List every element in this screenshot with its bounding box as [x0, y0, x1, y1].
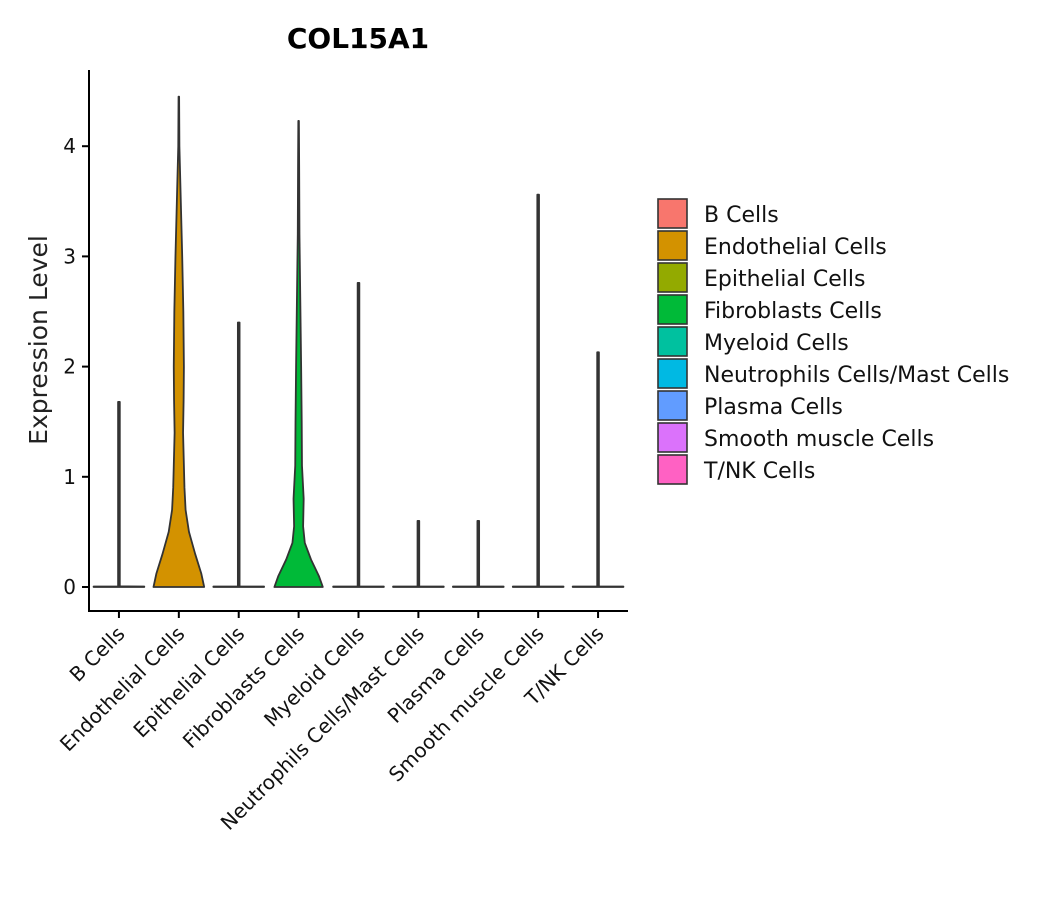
- legend-key-neutrophils-cells-mast-cells: [657, 358, 688, 389]
- y-tick-label-1: 1: [63, 465, 76, 489]
- violin-neutrophils-cells-mast-cells: [392, 519, 445, 588]
- chart-title: COL15A1: [287, 22, 429, 55]
- y-ticks-group: 0 1 2 3 4: [63, 134, 89, 599]
- legend-label-smooth-muscle-cells: Smooth muscle Cells: [704, 427, 934, 452]
- legend-key-myeloid-cells: [657, 326, 688, 357]
- violins-group: [92, 95, 625, 588]
- y-axis-label: Expression Level: [24, 235, 53, 445]
- legend-label-endothelial-cells: Endothelial Cells: [704, 235, 887, 260]
- violin-epithelial-cells: [212, 321, 265, 588]
- legend-key-epithelial-cells: [657, 262, 688, 293]
- violin-myeloid-cells: [332, 281, 385, 588]
- violin-t-nk-cells: [571, 351, 625, 588]
- legend-key-endothelial-cells: [657, 230, 688, 261]
- legend-label-myeloid-cells: Myeloid Cells: [704, 331, 849, 356]
- violin-fibroblasts-cells: [273, 119, 324, 588]
- violin-endothelial-cells: [152, 95, 206, 588]
- legend: B Cells Endothelial Cells Epithelial Cells…: [657, 198, 1009, 485]
- legend-label-fibroblasts-cells: Fibroblasts Cells: [704, 299, 882, 324]
- y-tick-label-4: 4: [63, 134, 76, 158]
- legend-label-neutrophils-cells-mast-cells: Neutrophils Cells/Mast Cells: [704, 363, 1009, 388]
- legend-label-t-nk-cells: T/NK Cells: [703, 459, 815, 484]
- legend-label-plasma-cells: Plasma Cells: [704, 395, 843, 420]
- legend-key-fibroblasts-cells: [657, 294, 688, 325]
- legend-key-plasma-cells: [657, 390, 688, 421]
- violin-plasma-cells: [452, 519, 505, 588]
- legend-key-t-nk-cells: [657, 454, 688, 485]
- y-tick-label-0: 0: [63, 575, 76, 599]
- y-tick-label-2: 2: [63, 355, 76, 379]
- violin-b-cells: [92, 400, 146, 588]
- y-tick-label-3: 3: [63, 244, 76, 268]
- legend-label-epithelial-cells: Epithelial Cells: [704, 267, 865, 292]
- legend-key-smooth-muscle-cells: [657, 422, 688, 453]
- violin-smooth-muscle-cells: [511, 193, 565, 588]
- legend-key-b-cells: [657, 198, 688, 229]
- legend-label-b-cells: B Cells: [704, 203, 779, 228]
